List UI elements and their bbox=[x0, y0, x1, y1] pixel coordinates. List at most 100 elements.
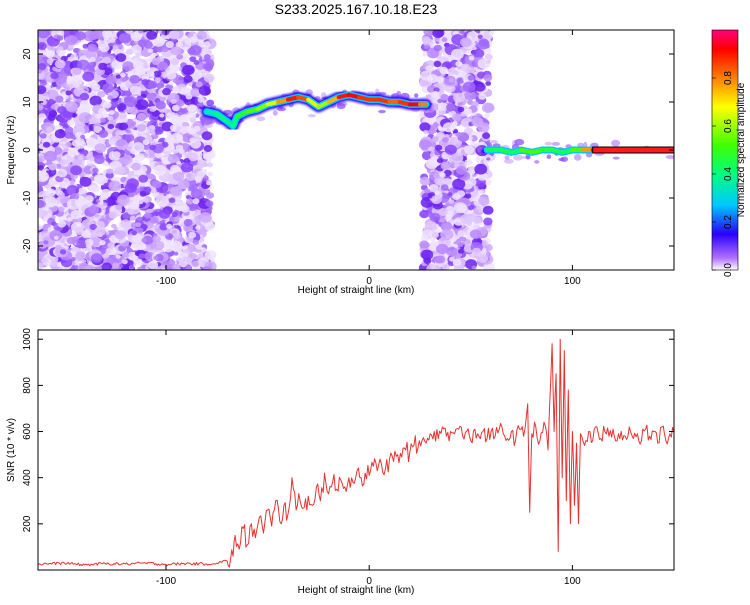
noise-speck bbox=[456, 203, 467, 212]
noise-speck bbox=[44, 196, 58, 208]
noise-speck bbox=[169, 124, 177, 131]
noise-speck bbox=[419, 240, 430, 249]
noise-speck bbox=[78, 155, 84, 160]
noise-speck bbox=[469, 229, 482, 239]
noise-speck bbox=[429, 212, 441, 222]
noise-speck bbox=[122, 61, 135, 72]
noise-speck bbox=[170, 132, 184, 144]
colorbar-tick-label: 0.0 bbox=[723, 263, 734, 277]
noise-speck bbox=[146, 92, 156, 101]
halo-speck bbox=[573, 153, 582, 161]
ridge-segment bbox=[306, 97, 321, 109]
noise-speck bbox=[139, 190, 147, 197]
noise-speck bbox=[86, 246, 92, 251]
noise-speck bbox=[202, 266, 212, 270]
noise-speck bbox=[64, 131, 74, 139]
noise-speck bbox=[477, 34, 483, 39]
noise-speck bbox=[190, 189, 203, 199]
noise-speck bbox=[98, 107, 107, 116]
noise-speck bbox=[80, 134, 86, 139]
noise-speck bbox=[447, 68, 456, 75]
noise-speck bbox=[188, 104, 198, 113]
noise-speck bbox=[98, 129, 109, 138]
noise-speck bbox=[166, 112, 173, 118]
snr-ylabel: SNR (10 * v/v) bbox=[6, 418, 17, 482]
noise-speck bbox=[482, 205, 494, 215]
noise-speck bbox=[129, 215, 136, 222]
noise-speck bbox=[87, 43, 97, 53]
noise-speck bbox=[38, 171, 49, 182]
spectrogram-content bbox=[38, 30, 674, 270]
noise-speck bbox=[138, 253, 146, 259]
noise-speck bbox=[189, 253, 197, 260]
noise-speck bbox=[149, 144, 157, 151]
y-tick-label: 20 bbox=[22, 48, 33, 60]
noise-speck bbox=[418, 139, 432, 150]
noise-speck bbox=[148, 153, 155, 159]
noise-speck bbox=[183, 245, 189, 250]
noise-speck bbox=[168, 30, 180, 40]
noise-speck bbox=[54, 129, 66, 139]
noise-speck bbox=[138, 174, 148, 183]
noise-speck bbox=[93, 174, 105, 183]
noise-speck bbox=[107, 123, 115, 130]
noise-speck bbox=[440, 184, 449, 191]
noise-speck bbox=[171, 211, 178, 217]
noise-speck bbox=[73, 48, 79, 53]
noise-speck bbox=[135, 222, 142, 228]
noise-speck bbox=[460, 236, 467, 242]
noise-speck bbox=[60, 66, 74, 77]
noise-speck bbox=[189, 137, 197, 143]
noise-speck bbox=[143, 212, 152, 219]
halo-speck bbox=[425, 94, 432, 98]
noise-speck bbox=[181, 87, 192, 96]
noise-speck bbox=[426, 85, 437, 93]
noise-speck bbox=[421, 234, 430, 242]
noise-speck bbox=[42, 217, 49, 222]
noise-speck bbox=[141, 224, 148, 230]
noise-speck bbox=[54, 59, 66, 69]
noise-speck bbox=[38, 85, 47, 95]
noise-speck bbox=[89, 176, 96, 181]
noise-speck bbox=[108, 180, 122, 192]
noise-speck bbox=[109, 106, 116, 112]
noise-speck bbox=[118, 122, 129, 131]
noise-speck bbox=[439, 172, 446, 178]
noise-speck bbox=[153, 70, 162, 78]
noise-speck bbox=[465, 193, 472, 199]
noise-speck bbox=[434, 255, 444, 264]
noise-speck bbox=[154, 77, 161, 83]
noise-speck bbox=[143, 144, 151, 151]
noise-speck bbox=[484, 113, 491, 118]
noise-speck bbox=[170, 98, 177, 104]
noise-speck bbox=[476, 71, 486, 79]
halo-speck bbox=[414, 93, 419, 98]
noise-speck bbox=[38, 165, 44, 171]
noise-speck bbox=[177, 257, 184, 264]
noise-speck bbox=[474, 163, 488, 175]
noise-speck bbox=[103, 38, 111, 45]
noise-speck bbox=[202, 41, 211, 49]
noise-speck bbox=[155, 100, 166, 110]
halo-speck bbox=[504, 158, 514, 164]
noise-speck bbox=[84, 238, 94, 247]
noise-speck bbox=[61, 155, 68, 161]
noise-speck bbox=[120, 72, 126, 78]
snr-panel: -100 0 100 200 400 600 800 1000 Height of strai… bbox=[6, 328, 675, 596]
noise-speck bbox=[131, 233, 143, 244]
noise-speck bbox=[135, 99, 149, 110]
noise-speck bbox=[467, 75, 475, 81]
spectrogram-ylabel: Frequency (Hz) bbox=[6, 116, 17, 185]
noise-speck bbox=[431, 91, 440, 98]
noise-speck bbox=[43, 150, 57, 162]
noise-speck bbox=[90, 253, 103, 263]
noise-speck bbox=[206, 192, 215, 199]
noise-speck bbox=[99, 43, 110, 53]
noise-speck bbox=[55, 244, 62, 251]
noise-speck bbox=[103, 254, 108, 259]
noise-speck bbox=[129, 75, 140, 84]
noise-speck bbox=[107, 115, 114, 121]
noise-speck bbox=[72, 157, 85, 168]
noise-speck bbox=[147, 260, 159, 270]
